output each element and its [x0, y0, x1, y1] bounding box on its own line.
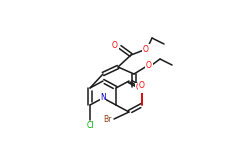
- Text: Cl: Cl: [86, 122, 94, 130]
- Text: O: O: [146, 61, 152, 70]
- Text: O: O: [139, 81, 145, 90]
- Text: O: O: [143, 45, 149, 54]
- Text: Br: Br: [103, 116, 111, 124]
- Text: O: O: [136, 84, 142, 93]
- Text: N: N: [100, 93, 106, 102]
- Text: O: O: [112, 42, 118, 51]
